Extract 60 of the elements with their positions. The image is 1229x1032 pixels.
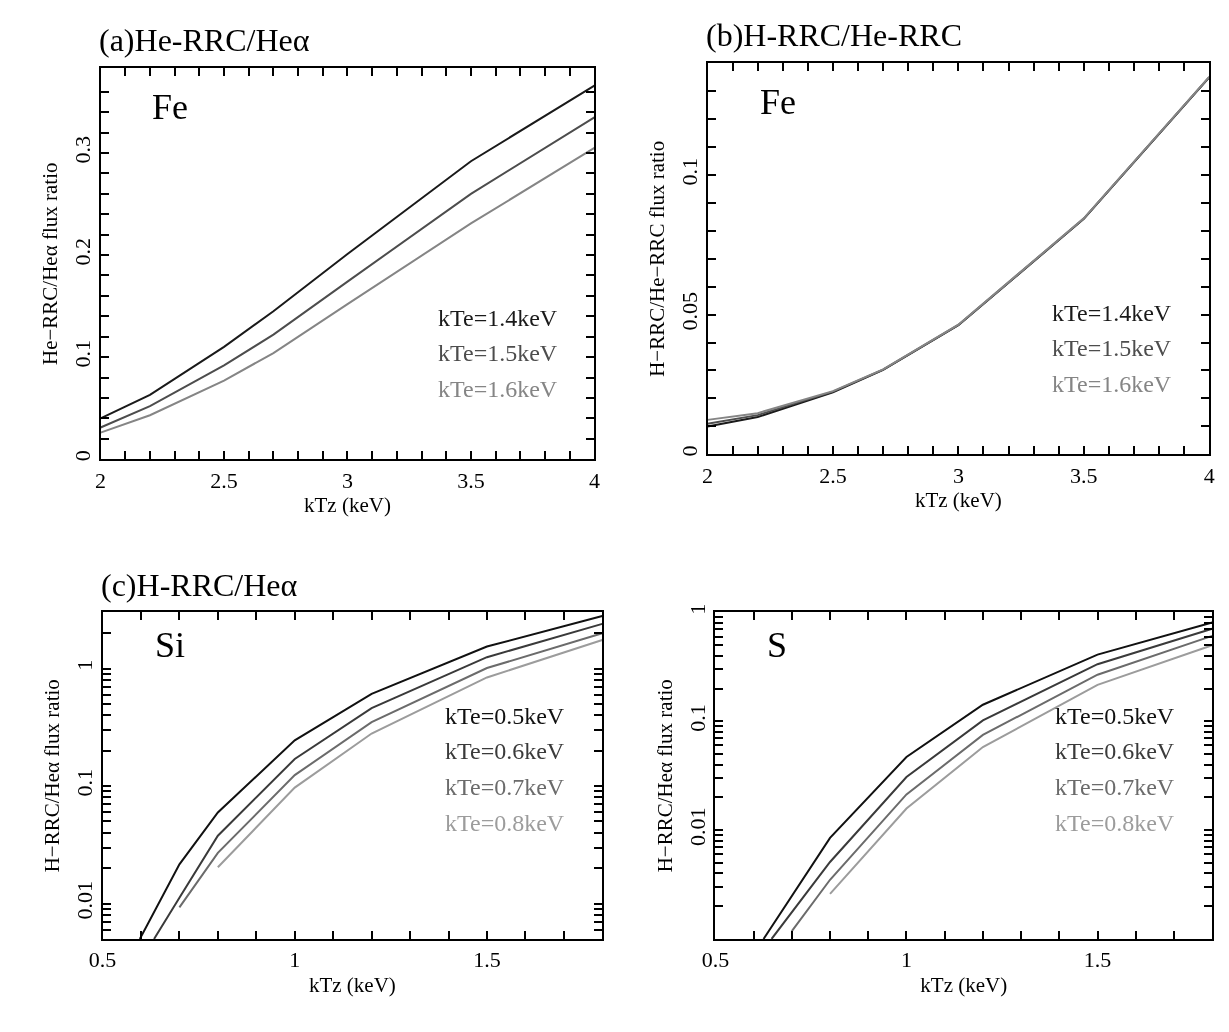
text: kTe=1.5keV [1052, 335, 1172, 361]
y-tick-label: 0.05 [676, 292, 702, 331]
series-label: kTe=0.5keV [445, 703, 565, 729]
y-axis-title: H−RRC/Heα flux ratio [40, 679, 65, 873]
x-tick-label: 1.5 [473, 947, 501, 973]
x-tick-label: 1 [900, 947, 912, 973]
y-tick-label: 0 [69, 450, 95, 462]
y-tick-label: 0.1 [676, 158, 702, 186]
y-axis-title: H−RRC/He−RRC flux ratio [645, 140, 670, 377]
text: kTe=0.7keV [445, 774, 565, 800]
text: kTe=0.8keV [445, 810, 565, 836]
series-label: kTe=1.4keV [1052, 300, 1172, 326]
x-tick-label: 3.5 [1070, 462, 1098, 488]
x-axis-title: kTz (keV) [914, 488, 1002, 513]
annotation: S [767, 625, 788, 665]
annotation: Fe [760, 82, 796, 122]
series-label: kTe=0.5keV [1055, 703, 1175, 729]
annotation: Si [155, 625, 186, 665]
y-tick-label: 0 [676, 445, 702, 457]
x-tick-label: 2 [95, 467, 107, 493]
y-tick-label: 0.01 [684, 807, 710, 847]
line-series [829, 644, 1213, 895]
y-tick-label: 0.3 [69, 136, 95, 164]
x-tick-label: 2.5 [819, 462, 847, 488]
x-tick-label: 2 [702, 462, 714, 488]
x-tick-label: 3 [341, 467, 353, 493]
annotation: Fe [152, 87, 188, 127]
y-tick-label: 1 [71, 659, 97, 671]
y-tick-label: 0.1 [71, 769, 97, 797]
text: kTe=1.5keV [438, 340, 558, 366]
line-series [216, 639, 603, 869]
y-axis-title: H−RRC/Heα flux ratio [653, 679, 678, 873]
x-tick-label: 1 [289, 947, 301, 973]
text: kTe=0.7keV [1055, 774, 1175, 800]
y-tick-label: 0.1 [69, 340, 95, 368]
text: kTe=1.6keV [438, 376, 558, 402]
y-tick-label: 1 [684, 603, 710, 615]
x-tick-label: 1.5 [1083, 947, 1112, 973]
text: kTe=0.6keV [445, 738, 565, 764]
chart-title: (c)H-RRC/Heα [101, 567, 298, 603]
series-label: kTe=0.6keV [1055, 738, 1175, 764]
y-tick-label: 0.01 [71, 881, 97, 920]
x-tick-label: 2.5 [210, 467, 238, 493]
text: kTe=1.6keV [1052, 371, 1172, 397]
text: kTe=1.4keV [438, 305, 558, 331]
x-axis-title: kTz (keV) [304, 493, 391, 518]
x-tick-label: 3.5 [457, 467, 485, 493]
x-tick-label: 0.5 [88, 947, 117, 973]
chart-title: (b)H-RRC/He-RRC [706, 17, 962, 53]
text: kTe=0.8keV [1055, 810, 1175, 836]
x-tick-label: 4 [1203, 462, 1215, 488]
x-axis-title: kTz (keV) [308, 973, 396, 998]
y-tick-label: 0.2 [69, 238, 95, 266]
x-tick-label: 0.5 [701, 947, 730, 973]
x-axis-title: kTz (keV) [920, 973, 1008, 998]
chart-title: (a)He-RRC/Heα [99, 22, 310, 58]
y-axis-title: He−RRC/Heα flux ratio [38, 162, 63, 365]
x-tick-label: 4 [588, 467, 600, 493]
y-tick-label: 0.1 [684, 704, 710, 732]
x-tick-label: 3 [952, 462, 964, 488]
